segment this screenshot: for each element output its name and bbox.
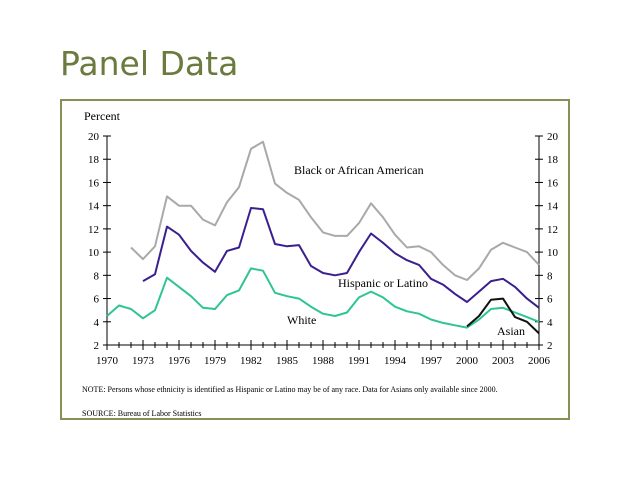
series-line-black [130, 140, 540, 281]
x-tick-label: 2003 [492, 355, 515, 367]
series-lines [106, 140, 540, 335]
chart-frame: 2 4 6 8 10 12 14 16 18 20 2 4 6 8 10 12 14 16 18 20 1970 19… [60, 99, 570, 420]
series-label-hispanic: Hispanic or Latino [338, 276, 428, 290]
x-tick-label: 1988 [312, 355, 335, 367]
y-tick-label: 16 [88, 177, 100, 189]
slide-title: Panel Data [60, 44, 239, 83]
x-tick-label: 1970 [96, 355, 119, 367]
y-tick-label: 12 [88, 224, 99, 236]
x-tick-label: 1982 [240, 355, 262, 367]
series-line-asian [466, 297, 540, 335]
y-ticks-right: 2 4 6 8 10 12 14 16 18 20 [535, 131, 559, 352]
x-tick-label: 1991 [348, 355, 370, 367]
x-tick-label: 1997 [420, 355, 443, 367]
y-tick-label: 8 [94, 270, 100, 282]
x-ticks: 1970 1973 1976 1979 1982 1985 1988 1991 1994 1997… [96, 340, 551, 367]
y-tick-label-right: 16 [547, 177, 559, 189]
y-tick-label-right: 4 [547, 317, 553, 329]
y-tick-label: 4 [94, 317, 100, 329]
x-tick-label: 1994 [384, 355, 407, 367]
series-line-hispanic [142, 207, 540, 309]
y-tick-label: 6 [94, 294, 100, 306]
y-tick-label-right: 10 [547, 247, 559, 259]
y-tick-label: 10 [88, 247, 100, 259]
y-axis-label: Percent [84, 109, 121, 123]
y-tick-label: 18 [88, 154, 100, 166]
x-tick-label: 2006 [528, 355, 551, 367]
x-tick-label: 2000 [456, 355, 479, 367]
y-tick-label-right: 2 [547, 340, 553, 352]
x-tick-label: 1976 [168, 355, 191, 367]
y-tick-label-right: 6 [547, 294, 553, 306]
y-tick-label-right: 12 [547, 224, 558, 236]
y-tick-label-right: 18 [547, 154, 559, 166]
series-label-white: White [287, 313, 316, 327]
series-label-asian: Asian [497, 324, 525, 338]
x-tick-label: 1985 [276, 355, 299, 367]
y-tick-label-right: 14 [547, 201, 559, 213]
y-tick-label: 14 [88, 201, 100, 213]
x-tick-label: 1973 [132, 355, 155, 367]
series-line-white [106, 267, 540, 329]
y-ticks-left: 2 4 6 8 10 12 14 16 18 20 [88, 131, 111, 352]
series-label-black: Black or African American [294, 163, 424, 177]
y-tick-label-right: 8 [547, 270, 553, 282]
chart-source: SOURCE: Bureau of Labor Statistics [82, 409, 202, 418]
y-tick-label: 2 [94, 340, 100, 352]
chart-note: NOTE: Persons whose ethnicity is identif… [82, 385, 498, 394]
x-tick-label: 1979 [204, 355, 227, 367]
y-tick-label-right: 20 [547, 131, 559, 143]
y-tick-label: 20 [88, 131, 100, 143]
